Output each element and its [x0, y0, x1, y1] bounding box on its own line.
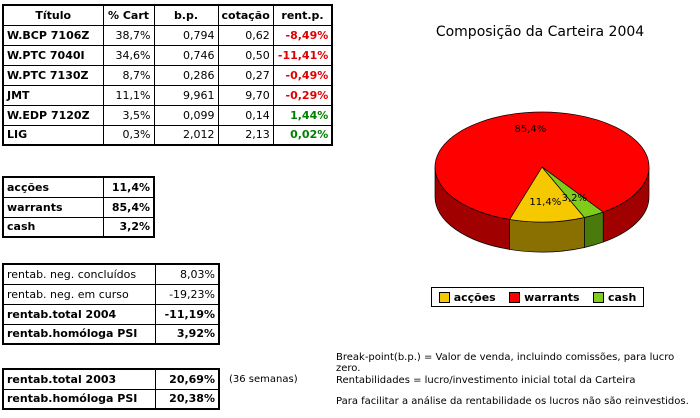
rentab-2003-label: rentab.total 2003	[2, 368, 156, 390]
legend-swatch-warrants	[509, 291, 521, 303]
cell-titulo: W.BCP 7106Z	[2, 24, 104, 46]
rentab-2003-value: 20,38%	[154, 388, 220, 410]
portfolio-row: W.EDP 7120Z 3,5% 0,099 0,14 1,44%	[2, 104, 333, 126]
cell-bp: 0,099	[153, 104, 219, 126]
cell-cart: 38,7%	[102, 24, 155, 46]
rentab-2003-value: 20,69%	[154, 368, 220, 390]
col-header-bp: b.p.	[153, 4, 219, 26]
rentab-value: 8,03%	[154, 263, 220, 285]
portfolio-table: Título % Cart b.p. cotação rent.p. W.BCP…	[2, 4, 334, 146]
legend-swatch-accoes	[438, 291, 450, 303]
cell-rent: -0,29%	[272, 84, 333, 106]
cell-cart: 8,7%	[102, 64, 155, 86]
cell-cotacao: 9,70	[217, 84, 274, 106]
cell-titulo: JMT	[2, 84, 104, 106]
allocation-value: 11,4%	[102, 176, 155, 198]
col-header-cart: % Cart	[102, 4, 155, 26]
legend-item-cash: cash	[592, 290, 637, 304]
cell-rent: -11,41%	[272, 44, 333, 66]
cell-bp: 0,794	[153, 24, 219, 46]
cell-cart: 0,3%	[102, 124, 155, 146]
rentab-row: rentab.homóloga PSI 3,92%	[2, 323, 220, 345]
allocation-label: acções	[2, 176, 104, 198]
rentab-2003-row: rentab.total 2003 20,69%	[2, 368, 220, 390]
cell-titulo: W.PTC 7040I	[2, 44, 104, 66]
cell-bp: 9,961	[153, 84, 219, 106]
portfolio-row: LIG 0,3% 2,012 2,13 0,02%	[2, 124, 333, 146]
portfolio-row: JMT 11,1% 9,961 9,70 -0,29%	[2, 84, 333, 106]
portfolio-row: W.BCP 7106Z 38,7% 0,794 0,62 -8,49%	[2, 24, 333, 46]
portfolio-header-row: Título % Cart b.p. cotação rent.p.	[2, 4, 333, 26]
pie-label-acções: 11,4%	[529, 197, 561, 208]
rentab-2003-row: rentab.homóloga PSI 20,38%	[2, 388, 220, 410]
pie-slice-cash	[541, 166, 604, 218]
rentab-value: -11,19%	[154, 303, 220, 325]
allocation-value: 85,4%	[102, 196, 155, 218]
cell-rent: 0,02%	[272, 124, 333, 146]
portfolio-row: W.PTC 7040I 34,6% 0,746 0,50 -11,41%	[2, 44, 333, 66]
note-break-point: Break-point(b.p.) = Valor de venda, incl…	[336, 352, 675, 374]
col-header-cotacao: cotação	[217, 4, 274, 26]
rentab-table: rentab. neg. concluídos 8,03% rentab. neg.…	[2, 263, 220, 345]
rentab-value: -19,23%	[154, 283, 220, 305]
note-reinvestment: Para facilitar a análise da rentabilidad…	[336, 396, 689, 407]
cell-cotacao: 0,50	[217, 44, 274, 66]
cell-bp: 2,012	[153, 124, 219, 146]
rentab-label: rentab.total 2004	[2, 303, 156, 325]
legend-label-warrants: warrants	[524, 290, 580, 304]
allocation-table: acções 11,4% warrants 85,4% cash 3,2%	[2, 176, 155, 238]
cell-cart: 34,6%	[102, 44, 155, 66]
rentab-row: rentab. neg. concluídos 8,03%	[2, 263, 220, 285]
cell-bp: 0,286	[153, 64, 219, 86]
pie-slice-warrants	[434, 111, 650, 220]
allocation-value: 3,2%	[102, 216, 155, 238]
rentab-row: rentab. neg. em curso -19,23%	[2, 283, 220, 305]
allocation-row: cash 3,2%	[2, 216, 155, 238]
chart-area: 11,4% 85,4% 3,2%	[336, 0, 700, 345]
legend-item-warrants: warrants	[509, 291, 580, 304]
rentab-value: 3,92%	[154, 323, 220, 345]
note-rentabilidades: Rentabilidades = lucro/investimento inic…	[336, 375, 636, 386]
allocation-label: warrants	[2, 196, 104, 218]
rentab-label: rentab. neg. em curso	[2, 283, 156, 305]
pie-side-cash	[584, 211, 604, 248]
pie-label-warrants: 85,4%	[515, 124, 547, 135]
legend-label-cash: cash	[607, 290, 637, 304]
legend-item-accoes: acções	[438, 290, 496, 304]
cell-cotacao: 0,14	[217, 104, 274, 126]
cell-cotacao: 0,62	[217, 24, 274, 46]
cell-cotacao: 2,13	[217, 124, 274, 146]
pie-label-cash: 3,2%	[562, 193, 587, 204]
cell-cart: 3,5%	[102, 104, 155, 126]
chart-title: Composição da Carteira 2004	[435, 24, 645, 40]
pie-chart: 11,4% 85,4% 3,2%	[434, 111, 650, 253]
rentab-label: rentab. neg. concluídos	[2, 263, 156, 285]
allocation-row: acções 11,4%	[2, 176, 155, 198]
cell-cart: 11,1%	[102, 84, 155, 106]
cell-titulo: LIG	[2, 124, 104, 146]
weeks-note: (36 semanas)	[229, 374, 298, 385]
allocation-label: cash	[2, 216, 104, 238]
portfolio-row: W.PTC 7130Z 8,7% 0,286 0,27 -0,49%	[2, 64, 333, 86]
rentab-row: rentab.total 2004 -11,19%	[2, 303, 220, 325]
rentab-2003-table: rentab.total 2003 20,69% rentab.homóloga P…	[2, 368, 220, 410]
cell-bp: 0,746	[153, 44, 219, 66]
legend-label-accoes: acções	[453, 290, 496, 304]
cell-rent: 1,44%	[272, 104, 333, 126]
chart-legend: acções warrants cash	[431, 287, 644, 307]
cell-rent: -8,49%	[272, 24, 333, 46]
col-header-rent: rent.p.	[272, 4, 333, 26]
rentab-label: rentab.homóloga PSI	[2, 323, 156, 345]
cell-titulo: W.PTC 7130Z	[2, 64, 104, 86]
pie-side-acções	[509, 217, 585, 253]
cell-rent: -0,49%	[272, 64, 333, 86]
cell-cotacao: 0,27	[217, 64, 274, 86]
cell-titulo: W.EDP 7120Z	[2, 104, 104, 126]
col-header-titulo: Título	[2, 4, 104, 26]
pie-slice-acções	[508, 166, 586, 223]
allocation-row: warrants 85,4%	[2, 196, 155, 218]
rentab-2003-label: rentab.homóloga PSI	[2, 388, 156, 410]
legend-swatch-cash	[592, 291, 604, 303]
